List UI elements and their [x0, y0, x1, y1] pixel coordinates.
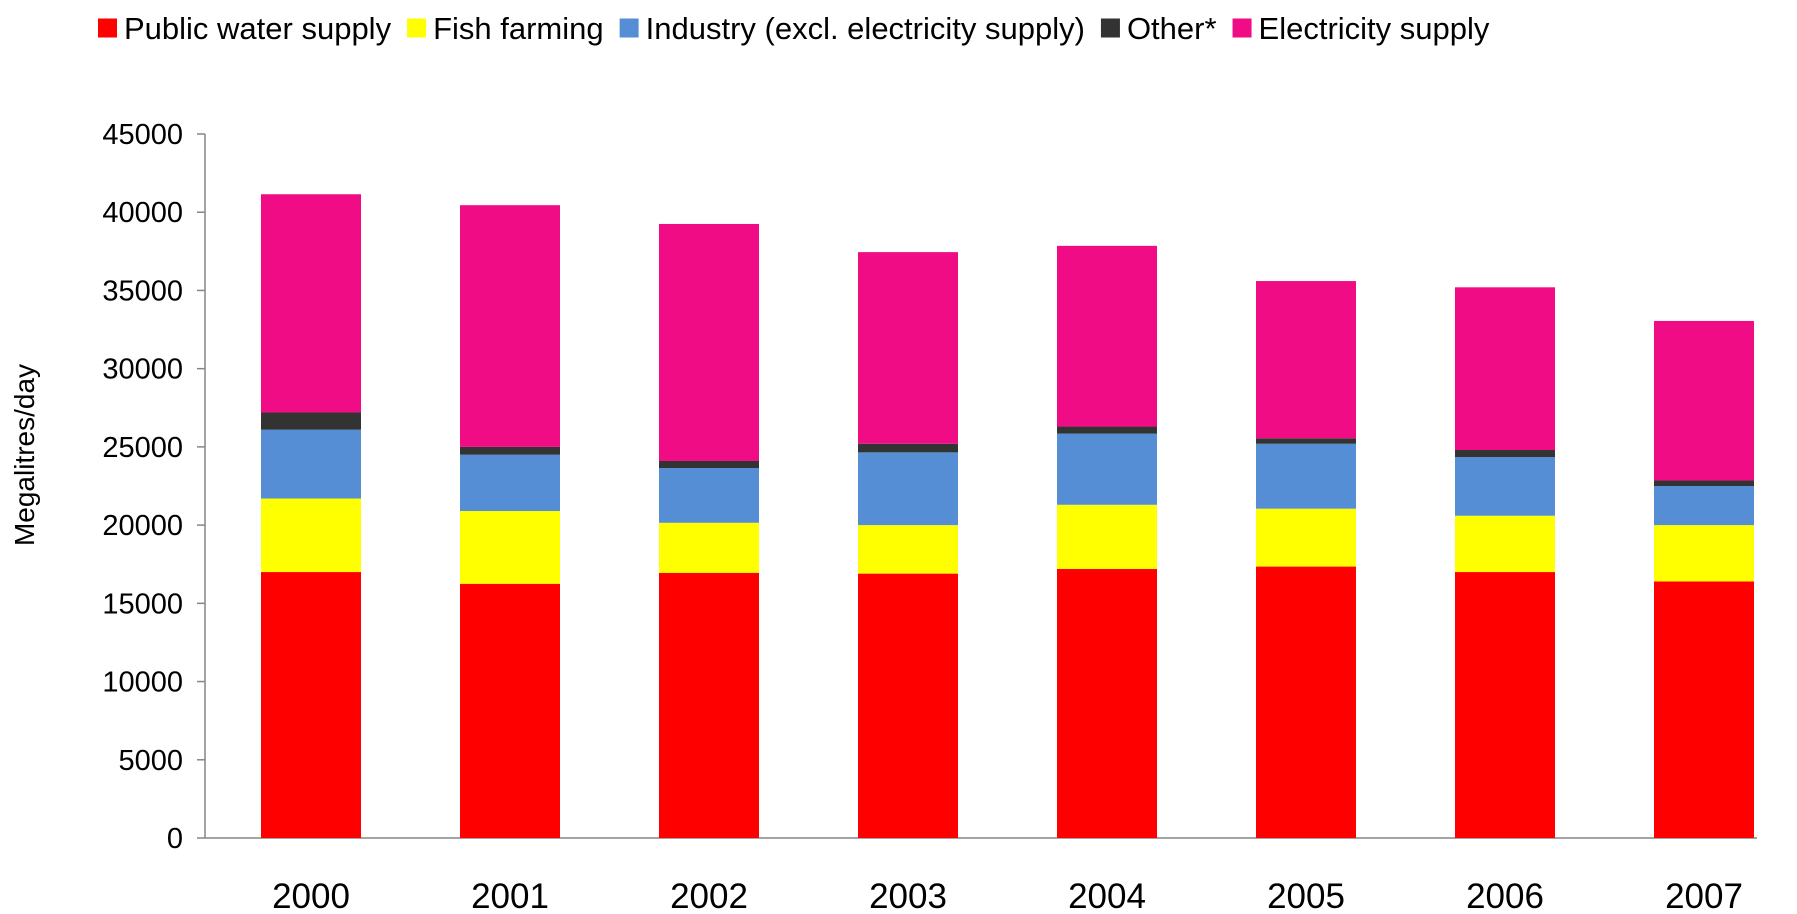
legend-label: Public water supply	[124, 11, 392, 46]
bar-segment	[659, 522, 759, 573]
legend-label: Fish farming	[433, 11, 604, 46]
x-tick-label: 2007	[1665, 877, 1743, 914]
bar-segment	[858, 525, 958, 574]
legend-swatch	[407, 18, 427, 38]
legend-label: Other*	[1127, 11, 1217, 46]
legend-item: Electricity supply	[1232, 11, 1490, 46]
x-tick-label: 2001	[471, 877, 549, 914]
bar-segment	[858, 452, 958, 526]
bar-stack	[1057, 245, 1157, 838]
bar-segment	[1256, 508, 1356, 567]
bar-segment	[858, 443, 958, 453]
legend-swatch	[1232, 18, 1252, 38]
legend-item: Fish farming	[407, 11, 604, 46]
bar-segment	[1057, 245, 1157, 427]
bar-stack	[1256, 281, 1356, 838]
bar-segment	[1455, 287, 1555, 451]
bar-segment	[460, 205, 560, 447]
y-tick-label: 30000	[102, 354, 183, 386]
x-tick-label: 2000	[272, 877, 350, 914]
bar-segment	[1256, 281, 1356, 439]
bar-segment	[1654, 525, 1754, 582]
x-tick-label: 2006	[1466, 877, 1544, 914]
y-tick-label: 20000	[102, 510, 183, 542]
y-axis-label: Megalitres/day	[9, 364, 40, 546]
bar-segment	[1654, 581, 1754, 838]
x-axis: 2000 2001 2002 2003 2004 2005 2006 2007	[205, 837, 1757, 914]
bar-segment	[1256, 566, 1356, 838]
bar-stack	[460, 205, 560, 838]
x-tick-label: 2005	[1267, 877, 1345, 914]
y-tick-label: 5000	[118, 745, 183, 777]
legend-item: Public water supply	[98, 11, 392, 46]
legend: Public water supply Fish farming Industry …	[98, 11, 1490, 46]
bar-segment	[858, 573, 958, 838]
bar-segment	[659, 223, 759, 461]
bar-segment	[659, 460, 759, 469]
y-tick-label: 40000	[102, 197, 183, 229]
x-tick-label: 2002	[670, 877, 748, 914]
legend-item: Other*	[1100, 11, 1217, 46]
y-tick-label: 10000	[102, 667, 183, 699]
y-tick-label: 35000	[102, 275, 183, 307]
bar-segment	[659, 468, 759, 523]
legend-swatch	[1100, 18, 1120, 38]
y-tick-label: 45000	[102, 119, 183, 151]
bar-segment	[460, 446, 560, 455]
y-tick-label: 25000	[102, 432, 183, 464]
bar-segment	[261, 194, 361, 413]
legend-swatch	[619, 18, 639, 38]
x-tick-label: 2004	[1068, 877, 1146, 914]
bar-segment	[1455, 515, 1555, 573]
bar-stack	[261, 194, 361, 838]
legend-swatch	[98, 18, 117, 38]
bar-segment	[460, 454, 560, 512]
y-axis: 0 5000 10000 15000 20000 25000 30000 35000 40000…	[102, 119, 206, 855]
bar-segment	[261, 429, 361, 499]
bar-segment	[1654, 486, 1754, 526]
bar-segment	[659, 572, 759, 838]
bar-segment	[1057, 426, 1157, 434]
legend-item: Industry (excl. electricity supply)	[619, 11, 1085, 46]
bar-segment	[1455, 572, 1555, 838]
bar-segment	[460, 583, 560, 838]
bar-segment	[261, 412, 361, 430]
bar-segment	[460, 511, 560, 584]
bar-segment	[1256, 443, 1356, 509]
bar-segment	[1455, 450, 1555, 458]
bar-segment	[261, 572, 361, 838]
bar-stack	[1654, 320, 1754, 838]
bar-segment	[1654, 320, 1754, 481]
bar-segment	[1057, 568, 1157, 838]
bar-segment	[1455, 457, 1555, 516]
legend-label: Electricity supply	[1259, 11, 1490, 46]
bar-segment	[1057, 504, 1157, 569]
bar-segment	[858, 252, 958, 444]
bar-segment	[1256, 438, 1356, 444]
legend-label: Industry (excl. electricity supply)	[646, 11, 1085, 46]
bar-stack	[659, 223, 759, 838]
bar-segment	[1057, 433, 1157, 505]
bar-stack	[1455, 287, 1555, 838]
bar-segment	[261, 498, 361, 573]
y-tick-label: 15000	[102, 588, 183, 620]
bar-stack	[858, 252, 958, 838]
x-tick-label: 2003	[869, 877, 947, 914]
bar-segment	[1654, 480, 1754, 486]
bars	[261, 194, 1754, 838]
y-tick-label: 0	[167, 823, 183, 855]
